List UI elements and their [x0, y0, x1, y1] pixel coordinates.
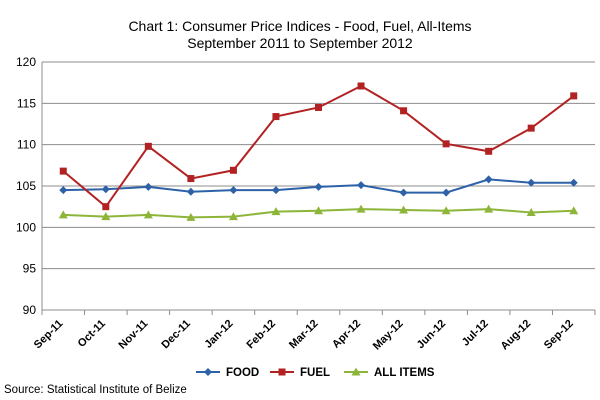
data-point-all-items — [356, 204, 366, 213]
data-point-fuel — [187, 175, 195, 183]
y-tick-label: 115 — [17, 96, 36, 110]
data-point-fuel — [527, 124, 535, 132]
chart-subtitle: September 2011 to September 2012 — [187, 35, 413, 51]
y-tick-label: 105 — [16, 179, 36, 193]
data-point-food — [527, 178, 536, 187]
data-point-all-items — [399, 205, 409, 214]
chart-title: Chart 1: Consumer Price Indices - Food, … — [128, 18, 472, 34]
data-point-fuel — [272, 113, 280, 121]
y-tick-label: 120 — [16, 55, 36, 69]
x-tick-label: Apr-12 — [330, 318, 363, 351]
y-tick-label: 100 — [16, 220, 36, 234]
x-tick-label: Oct-11 — [76, 318, 108, 350]
data-point-all-items — [314, 206, 323, 215]
data-point-food — [59, 186, 68, 195]
x-tick-label: Feb-12 — [245, 318, 279, 352]
y-tick-label: 90 — [23, 303, 37, 317]
data-point-food — [484, 175, 493, 184]
data-point-food — [314, 182, 323, 191]
x-tick-label: Aug-12 — [498, 318, 533, 353]
data-point-food — [399, 188, 408, 197]
data-point-fuel — [229, 166, 237, 174]
x-tick-label: Dec-11 — [159, 318, 193, 352]
data-point-food — [144, 182, 153, 191]
source-note: Source: Statistical Institute of Belize — [4, 384, 187, 396]
legend-marker-all-items — [351, 367, 361, 376]
data-point-food — [357, 181, 366, 190]
data-point-fuel — [485, 147, 493, 155]
data-point-fuel — [59, 167, 67, 175]
x-tick-label: Jun-12 — [415, 318, 449, 352]
x-tick-label: Sep-12 — [542, 318, 576, 352]
x-tick-label: Mar-12 — [287, 318, 321, 352]
data-point-all-items — [484, 204, 494, 213]
legend-marker-fuel — [278, 368, 286, 376]
x-tick-label: May-12 — [371, 318, 406, 353]
data-point-fuel — [570, 92, 578, 100]
data-point-all-items — [441, 206, 451, 215]
x-tick-label: Jul-12 — [460, 318, 491, 349]
data-point-food — [186, 187, 195, 196]
data-point-fuel — [144, 142, 152, 150]
data-point-food — [271, 186, 280, 195]
y-tick-label: 110 — [17, 138, 36, 152]
x-tick-label: Sep-11 — [32, 318, 66, 352]
data-point-all-items — [58, 210, 68, 219]
y-tick-label: 95 — [23, 262, 37, 276]
data-point-all-items — [526, 207, 536, 216]
data-point-all-items — [143, 210, 153, 219]
data-point-fuel — [315, 103, 322, 111]
data-point-all-items — [271, 207, 281, 216]
data-point-food — [101, 185, 110, 194]
data-point-fuel — [442, 140, 450, 148]
data-point-food — [442, 188, 451, 197]
legend-marker-food — [204, 368, 212, 376]
x-tick-label: Nov-11 — [116, 318, 150, 352]
legend-label-fuel: FUEL — [300, 367, 330, 379]
data-point-food — [569, 178, 578, 187]
data-point-fuel — [400, 107, 408, 115]
data-point-fuel — [357, 82, 365, 90]
data-point-all-items — [228, 212, 238, 221]
data-point-all-items — [569, 206, 579, 215]
legend-label-food: FOOD — [226, 367, 259, 379]
legend-label-all-items: ALL ITEMS — [374, 367, 435, 379]
data-point-food — [229, 186, 238, 195]
x-tick-label: Jan-12 — [202, 318, 235, 351]
data-point-fuel — [102, 203, 110, 211]
data-point-all-items — [101, 212, 111, 221]
data-point-all-items — [186, 212, 196, 221]
